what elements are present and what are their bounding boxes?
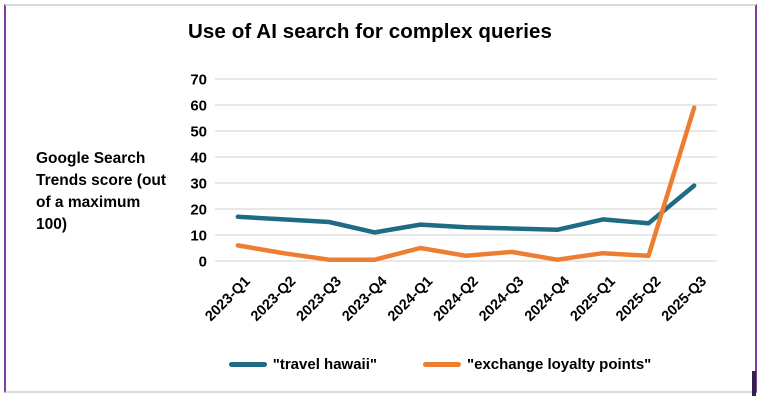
chart-title: Use of AI search for complex queries [188,20,552,43]
series-line-1 [235,105,697,262]
x-tick-label: 2023-Q2 [248,274,299,325]
y-tick-label: 20 [190,202,207,219]
y-tick-label: 0 [199,254,207,271]
y-tick-label: 10 [190,228,207,245]
legend-line-swatch-orange [423,361,461,367]
chart-legend: "travel hawaii" "exchange loyalty points… [140,353,740,375]
legend-label-exchange-loyalty-points: "exchange loyalty points" [467,355,652,373]
legend-label-travel-hawaii: "travel hawaii" [272,355,377,373]
x-tick-label: 2025-Q3 [659,274,710,325]
x-tick-label: 2023-Q1 [202,274,253,325]
y-tick-label: 50 [190,124,207,141]
y-axis-label: Google Search Trends score (out of a max… [36,150,167,233]
y-tick-label: 70 [190,72,207,89]
series-line-0 [235,183,697,235]
x-tick-label: 2023-Q3 [294,274,345,325]
x-tick-label: 2023-Q4 [339,274,390,325]
y-tick-label: 30 [190,176,207,193]
x-tick-label: 2025-Q2 [613,274,664,325]
x-tick-label: 2024-Q4 [522,274,573,325]
y-tick-label: 40 [190,150,207,167]
legend-line-swatch-teal [228,361,267,367]
border-artifact [752,371,756,396]
x-tick-label: 2024-Q1 [385,274,436,325]
x-tick-label: 2024-Q3 [476,274,527,325]
y-tick-label: 60 [190,98,207,115]
legend-item-exchange-loyalty-points: "exchange loyalty points" [423,356,651,373]
legend-item-travel-hawaii: "travel hawaii" [228,355,377,373]
x-tick-label: 2024-Q2 [431,274,482,325]
x-tick-label: 2025-Q1 [568,274,619,325]
